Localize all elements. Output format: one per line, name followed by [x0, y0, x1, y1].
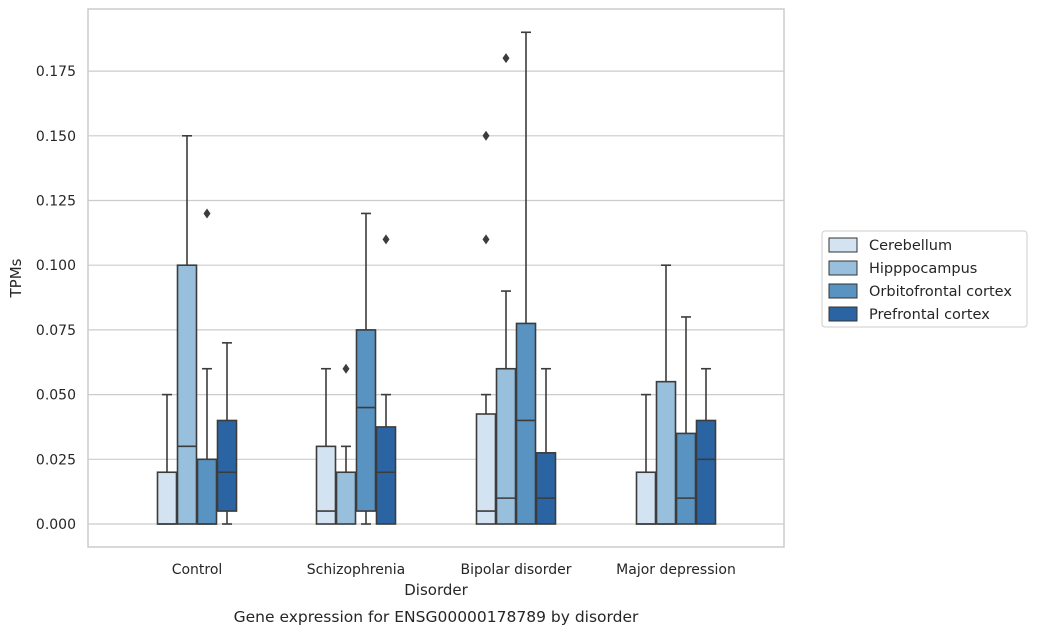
legend-swatch [828, 283, 858, 299]
x-tick-labels: Control Schizophrenia Bipolar disorder Majo… [172, 562, 736, 578]
legend-swatch [828, 260, 858, 276]
y-tick-label: 0.075 [36, 323, 76, 339]
box [635, 471, 657, 525]
x-tick-label: Major depression [616, 562, 736, 578]
y-tick-label: 0.150 [36, 129, 76, 145]
box [196, 458, 218, 525]
legend-label: Hipppocampus [869, 261, 977, 277]
outlier-point [203, 208, 211, 219]
box [355, 329, 377, 512]
outlier-point [382, 234, 390, 245]
y-tick-label: 0.000 [36, 517, 76, 533]
box [375, 426, 397, 525]
box [315, 445, 337, 525]
box [495, 367, 517, 525]
legend: Cerebellum Hipppocampus Orbitofrontal cort… [821, 230, 1028, 328]
outlier-point [502, 53, 510, 64]
box [156, 471, 178, 525]
box [515, 322, 537, 525]
box [695, 419, 717, 525]
x-tick-label: Bipolar disorder [460, 562, 571, 578]
x-tick-label: Schizophrenia [307, 562, 405, 578]
y-tick-label: 0.025 [36, 452, 76, 468]
legend-label: Prefrontal cortex [869, 307, 990, 323]
box [475, 413, 497, 525]
box [176, 264, 198, 525]
y-tick-label: 0.050 [36, 388, 76, 404]
y-tick-labels: 0.000 0.025 0.050 0.075 0.100 0.125 0.150 0.175 [36, 64, 76, 533]
y-tick-label: 0.100 [36, 258, 76, 274]
legend-label: Orbitofrontal cortex [869, 284, 1012, 300]
y-tick-label: 0.175 [36, 64, 76, 80]
box [655, 380, 677, 525]
outlier-point [482, 130, 490, 141]
outlier-point [342, 363, 350, 374]
box-series [156, 31, 717, 525]
y-axis-title: TPMs [7, 258, 25, 298]
x-axis-title: Disorder [404, 581, 468, 599]
outlier-point [482, 234, 490, 245]
box [335, 471, 357, 525]
x-tick-label: Control [172, 562, 223, 578]
chart-caption: Gene expression for ENSG00000178789 by d… [234, 608, 639, 626]
box [535, 452, 557, 525]
legend-swatch [828, 237, 858, 253]
legend-label: Cerebellum [869, 238, 952, 254]
box [216, 419, 238, 512]
box [675, 432, 697, 525]
legend-swatch [828, 306, 858, 322]
y-tick-label: 0.125 [36, 194, 76, 210]
plot-frame [87, 8, 785, 548]
legend-frame [821, 230, 1028, 328]
